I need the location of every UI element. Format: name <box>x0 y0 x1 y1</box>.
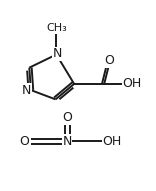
Text: N: N <box>52 47 62 60</box>
Text: O: O <box>62 111 72 124</box>
Text: N: N <box>63 135 72 148</box>
Text: O: O <box>104 54 114 67</box>
Text: N: N <box>22 84 31 97</box>
Text: CH₃: CH₃ <box>46 23 67 33</box>
Text: OH: OH <box>122 77 141 90</box>
Text: O: O <box>20 135 30 148</box>
Text: OH: OH <box>103 135 122 148</box>
